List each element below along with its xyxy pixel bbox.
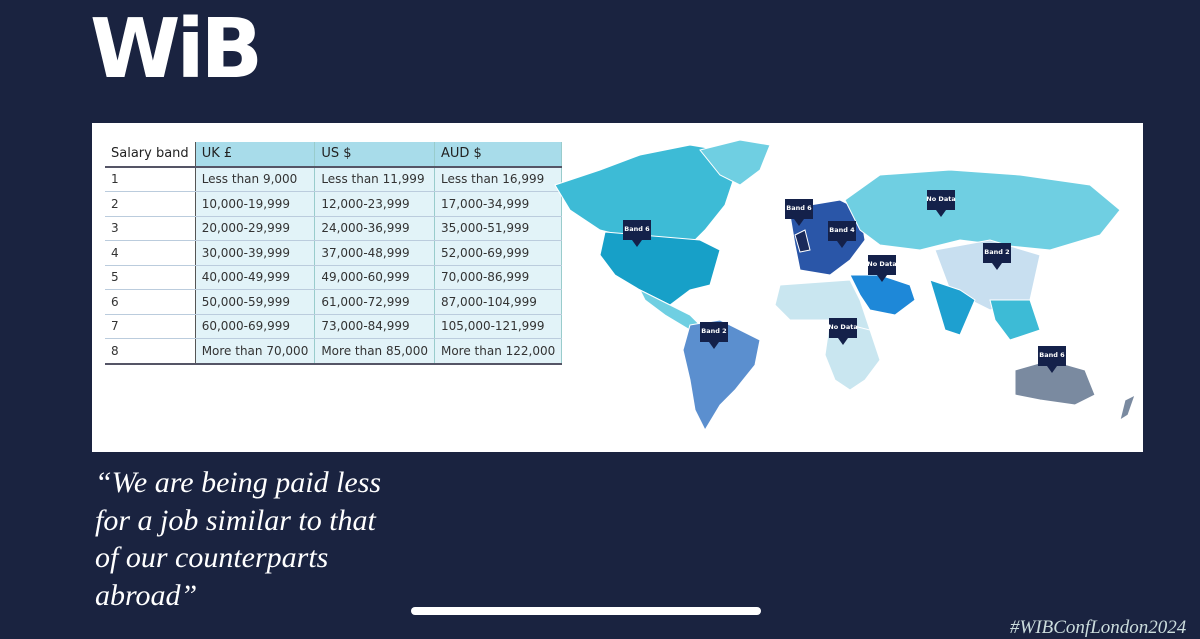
marker-label: Band 4 bbox=[829, 226, 855, 234]
map-marker: Band 6 bbox=[1038, 346, 1066, 373]
table-cell: 3 bbox=[105, 216, 196, 241]
map-marker: No Data bbox=[867, 255, 897, 282]
table-cell: 60,000-69,999 bbox=[195, 314, 316, 339]
table-cell: 12,000-23,999 bbox=[314, 191, 435, 217]
table-cell: 105,000-121,999 bbox=[434, 314, 563, 339]
marker-label: Band 2 bbox=[701, 327, 726, 335]
table-cell: 1 bbox=[105, 166, 196, 192]
marker-pin bbox=[828, 221, 856, 248]
marker-label: Band 6 bbox=[786, 204, 812, 212]
table-cell: More than 70,000 bbox=[195, 338, 316, 365]
logo: WiB bbox=[90, 2, 263, 97]
marker-pin bbox=[927, 190, 955, 217]
quote-line: “We are being paid less bbox=[95, 466, 382, 499]
table-row: 4 30,000-39,999 37,000-48,999 52,000-69,999 bbox=[105, 240, 563, 266]
hashtag: #WIBConfLondon2024 bbox=[1010, 617, 1187, 638]
table-cell: 17,000-34,999 bbox=[434, 191, 563, 217]
marker-pin bbox=[1038, 346, 1066, 373]
world-map: Band 6 Band 6 Band 4 No Data Band 2 No Data Ba… bbox=[554, 139, 1136, 432]
table-cell: 6 bbox=[105, 289, 196, 315]
quote-line: abroad” bbox=[95, 578, 198, 612]
table-cell: 5 bbox=[105, 265, 196, 290]
table-cell: Less than 16,999 bbox=[434, 166, 563, 192]
salary-table: Salary band UK £ US $ AUD $1 Less than 9,000… bbox=[105, 142, 563, 365]
table-cell: 70,000-86,999 bbox=[434, 265, 563, 290]
table-cell: Less than 11,999 bbox=[314, 166, 435, 192]
home-indicator bbox=[411, 607, 761, 615]
map-marker: Band 2 bbox=[700, 322, 728, 349]
table-cell: 52,000-69,999 bbox=[434, 240, 563, 266]
marker-pin bbox=[785, 199, 813, 226]
table-cell: 61,000-72,999 bbox=[314, 289, 435, 315]
table-cell: 73,000-84,999 bbox=[314, 314, 435, 339]
table-cell: 4 bbox=[105, 240, 196, 266]
marker-label: No Data bbox=[867, 260, 896, 268]
marker-label: No Data bbox=[926, 195, 955, 203]
table-cell: More than 85,000 bbox=[314, 338, 435, 365]
marker-label: No Data bbox=[828, 323, 857, 331]
marker-pin bbox=[983, 243, 1011, 270]
table-cell: 49,000-60,999 bbox=[314, 265, 435, 290]
map-marker: No Data bbox=[828, 318, 858, 345]
marker-pin bbox=[700, 322, 728, 349]
table-cell: More than 122,000 bbox=[434, 338, 563, 365]
table-row: 2 10,000-19,999 12,000-23,999 17,000-34,999 bbox=[105, 191, 563, 217]
table-cell: 2 bbox=[105, 191, 196, 217]
marker-pin bbox=[623, 220, 651, 247]
table-row: 7 60,000-69,999 73,000-84,999 105,000-121,9… bbox=[105, 314, 563, 339]
quote-line: of our counterparts bbox=[95, 541, 329, 574]
marker-label: Band 6 bbox=[624, 225, 650, 233]
table-row: 1 Less than 9,000 Less than 11,999 Less tha… bbox=[105, 166, 563, 192]
table-cell: 30,000-39,999 bbox=[195, 240, 316, 266]
marker-label: Band 2 bbox=[984, 248, 1009, 256]
header-row: Salary band UK £ US $ AUD $ bbox=[105, 142, 563, 168]
header-cell: AUD $ bbox=[434, 142, 563, 168]
table-cell: 8 bbox=[105, 338, 196, 365]
table-cell: 7 bbox=[105, 314, 196, 339]
table-cell: 10,000-19,999 bbox=[195, 191, 316, 217]
marker-label: Band 6 bbox=[1039, 351, 1065, 359]
header-cell: Salary band bbox=[105, 142, 196, 168]
table-row: 8 More than 70,000 More than 85,000 More th… bbox=[105, 338, 563, 365]
table-cell: 20,000-29,999 bbox=[195, 216, 316, 241]
map-marker: Band 6 bbox=[785, 199, 813, 226]
table-cell: 50,000-59,999 bbox=[195, 289, 316, 315]
map-marker: No Data bbox=[926, 190, 956, 217]
table-cell: 40,000-49,999 bbox=[195, 265, 316, 290]
table-cell: 37,000-48,999 bbox=[314, 240, 435, 266]
table-cell: 35,000-51,999 bbox=[434, 216, 563, 241]
table-cell: 24,000-36,999 bbox=[314, 216, 435, 241]
header-cell: US $ bbox=[314, 142, 435, 168]
header-cell: UK £ bbox=[195, 142, 316, 168]
table-cell: Less than 9,000 bbox=[195, 166, 316, 192]
table-row: 3 20,000-29,999 24,000-36,999 35,000-51,999 bbox=[105, 216, 563, 241]
quote-line: for a job similar to that bbox=[95, 503, 376, 537]
marker-pin bbox=[868, 255, 896, 282]
map-marker: Band 2 bbox=[983, 243, 1011, 270]
table-row: 6 50,000-59,999 61,000-72,999 87,000-104,99… bbox=[105, 289, 563, 315]
map-marker: Band 6 bbox=[623, 220, 651, 247]
table-row: 5 40,000-49,999 49,000-60,999 70,000-86,999 bbox=[105, 265, 563, 290]
table-cell: 87,000-104,999 bbox=[434, 289, 563, 315]
map-marker: Band 4 bbox=[828, 221, 856, 248]
marker-pin bbox=[829, 318, 857, 345]
panel: Salary band UK £ US $ AUD $1 Less than 9,000… bbox=[92, 123, 1143, 452]
